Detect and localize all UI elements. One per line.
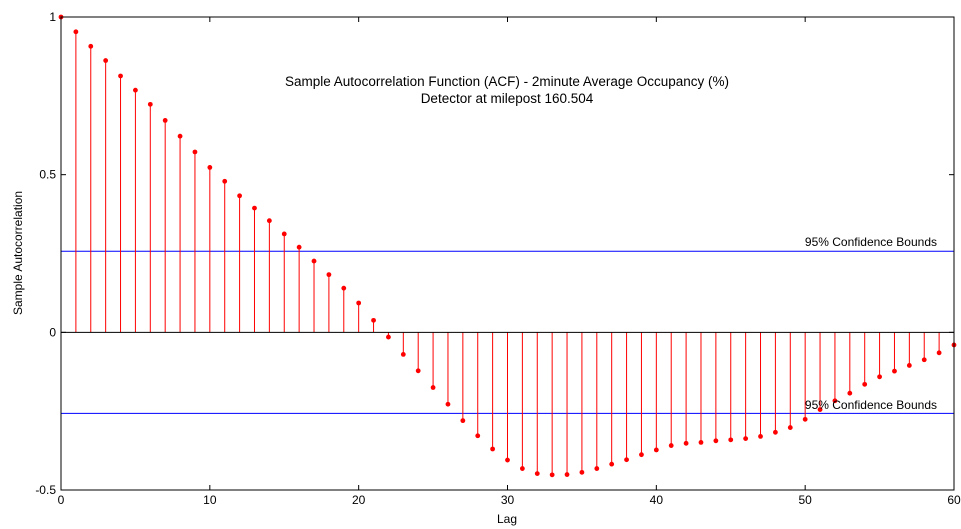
stem-marker [847,390,853,396]
stem-marker [743,436,749,442]
stem-marker [73,29,79,35]
stem-marker [207,165,213,170]
stem-marker [266,218,272,224]
stem-marker [549,472,555,478]
stem-marker [118,73,123,79]
stem-marker [311,258,317,264]
stem-marker [341,285,347,291]
x-tick-label: 0 [58,493,65,507]
stem-marker [356,300,362,306]
axis-ticks: 0 10 20 30 40 50 60-0.500.51 [35,10,961,507]
y-tick-label: -0.5 [35,483,56,497]
stem-marker [787,425,793,430]
stem-marker [400,352,406,357]
stem-marker [713,438,719,444]
stem-marker [162,118,168,123]
stem-marker [862,381,868,387]
stem-marker [415,368,421,374]
stem-marker [639,452,644,458]
upper-bound-label: 95% Confidence Bounds [805,235,937,249]
stem-marker [832,398,838,404]
stem-marker [653,447,659,453]
x-tick-label: 10 [203,493,217,507]
stem-marker [817,407,823,412]
stem-marker [877,374,882,380]
stem-marker [281,231,287,237]
stem-marker [103,58,109,63]
lower-bound-label: 95% Confidence Bounds [805,398,937,412]
stem-marker [758,433,763,439]
stem-marker [534,471,540,477]
y-axis-label: Sample Autocorrelation [11,191,25,315]
stem-marker [88,43,94,49]
stem-marker [222,178,228,184]
stem-marker [296,244,302,250]
stem-marker [326,272,332,278]
x-tick-label: 50 [798,493,812,507]
stem-marker [698,439,704,445]
stem-marker [475,433,481,439]
x-tick-label: 60 [947,493,961,507]
stem-marker [460,418,466,424]
x-tick-label: 40 [650,493,664,507]
stem-marker [906,363,912,368]
stem-marker [505,457,510,463]
y-tick-label: 1 [49,10,56,24]
stem-marker [683,440,689,446]
stem-marker [594,466,600,471]
x-tick-label: 20 [352,493,366,507]
stem-marker [490,446,496,452]
y-tick-label: 0.5 [39,168,56,182]
stem-marker [936,350,942,356]
stem-marker [147,101,153,107]
stem-marker [237,193,243,199]
y-tick-label: 0 [49,325,56,339]
stem-marker [609,461,615,467]
x-tick-label: 30 [501,493,515,507]
stem-marker [773,429,778,435]
stem-marker [564,472,570,477]
stem-marker [371,317,376,323]
stem-marker [728,437,734,443]
stem-marker [192,149,198,155]
chart-title-line-2: Detector at milepost 160.504 [421,91,594,106]
stem-marker [445,401,451,407]
stem-marker [430,385,436,390]
stem-marker [668,443,674,448]
stem-marker [802,416,808,422]
stem-marker [386,334,391,340]
stem-marker [921,357,927,363]
stem-marker [177,133,183,139]
stem-marker [892,368,897,374]
stem-marker [252,205,257,211]
stem-marker [624,457,629,463]
x-axis-label: Lag [497,512,517,526]
stem-marker [133,87,138,93]
stem-marker [579,469,585,475]
stem-marker [519,466,525,471]
chart-title-line-1: Sample Autocorrelation Function (ACF) - … [285,74,729,89]
